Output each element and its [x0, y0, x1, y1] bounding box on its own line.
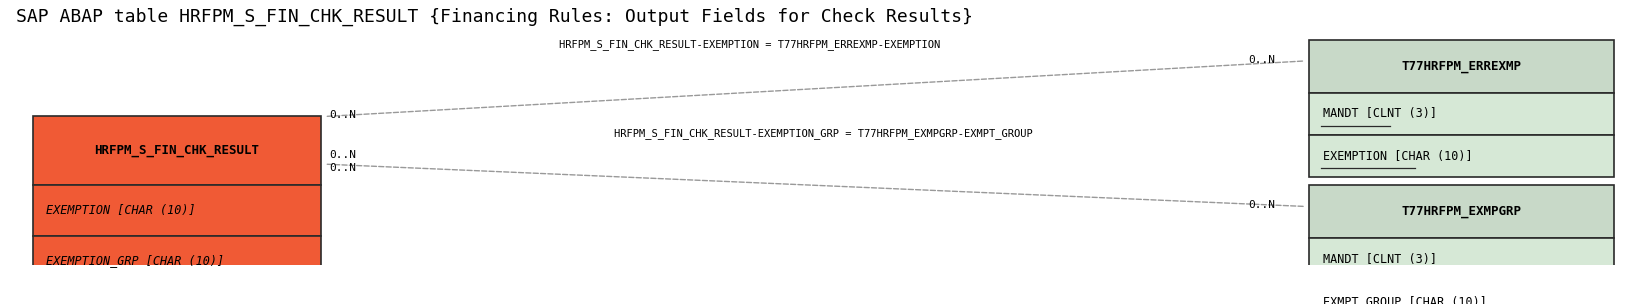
Bar: [1309, 40, 1614, 93]
Text: 0..N: 0..N: [329, 110, 356, 120]
Text: 0..N: 0..N: [329, 163, 356, 173]
Text: 0..N: 0..N: [1248, 54, 1275, 64]
Text: HRFPM_S_FIN_CHK_RESULT: HRFPM_S_FIN_CHK_RESULT: [94, 144, 260, 157]
Bar: [33, 185, 321, 236]
Text: MANDT [CLNT (3)]: MANDT [CLNT (3)]: [1323, 253, 1436, 266]
Bar: [33, 116, 321, 185]
Text: MANDT [CLNT (3)]: MANDT [CLNT (3)]: [1323, 107, 1436, 120]
Text: SAP ABAP table HRFPM_S_FIN_CHK_RESULT {Financing Rules: Output Fields for Check : SAP ABAP table HRFPM_S_FIN_CHK_RESULT {F…: [16, 8, 973, 26]
Text: HRFPM_S_FIN_CHK_RESULT-EXEMPTION = T77HRFPM_ERREXMP-EXEMPTION: HRFPM_S_FIN_CHK_RESULT-EXEMPTION = T77HR…: [558, 40, 940, 50]
Text: EXMPT_GROUP [CHAR (10)]: EXMPT_GROUP [CHAR (10)]: [1323, 295, 1486, 304]
Bar: [1309, 281, 1614, 304]
Text: HRFPM_S_FIN_CHK_RESULT-EXEMPTION_GRP = T77HRFPM_EXMPGRP-EXMPT_GROUP: HRFPM_S_FIN_CHK_RESULT-EXEMPTION_GRP = T…: [614, 128, 1033, 139]
Text: T77HRFPM_ERREXMP: T77HRFPM_ERREXMP: [1402, 60, 1522, 73]
Text: T77HRFPM_EXMPGRP: T77HRFPM_EXMPGRP: [1402, 205, 1522, 218]
Text: EXEMPTION [CHAR (10)]: EXEMPTION [CHAR (10)]: [1323, 150, 1472, 163]
Text: EXEMPTION [CHAR (10)]: EXEMPTION [CHAR (10)]: [46, 204, 196, 217]
Bar: [33, 236, 321, 286]
Bar: [1309, 93, 1614, 135]
Text: 0..N: 0..N: [329, 150, 356, 160]
Text: EXEMPTION_GRP [CHAR (10)]: EXEMPTION_GRP [CHAR (10)]: [46, 254, 224, 267]
Bar: [1309, 135, 1614, 177]
Bar: [1309, 185, 1614, 238]
Text: 0..N: 0..N: [1248, 200, 1275, 210]
Bar: [1309, 238, 1614, 281]
